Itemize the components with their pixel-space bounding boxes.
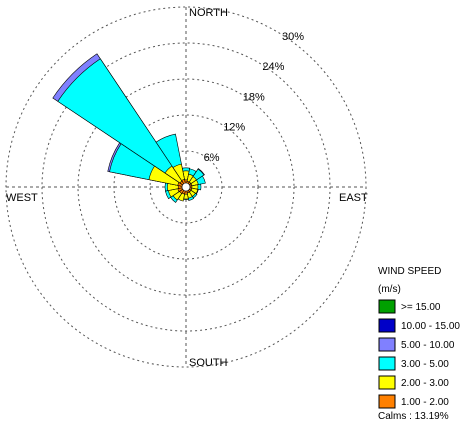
radial-tick-label-18: 18% [243,91,265,103]
legend-units: (m/s) [378,284,401,295]
radial-tick-label-30: 30% [282,31,304,43]
label-layer: NORTH EAST SOUTH WEST 6% 12% 18% 24% 30% [6,7,368,369]
calms-label: Calms : 13.19% [378,411,449,422]
compass-south-label: SOUTH [189,357,228,369]
legend: WIND SPEED (m/s) Calms : 13.19% >= 15.00… [378,266,460,422]
legend-swatch-15-00 [378,299,396,314]
legend-label-1-00-2-00: 1.00 - 2.00 [401,397,449,408]
calm-circle [181,182,191,192]
radial-tick-label-6: 6% [204,152,220,164]
legend-label-2-00-3-00: 2.00 - 3.00 [401,378,449,389]
legend-title: WIND SPEED [378,266,441,277]
legend-swatch-5-00-10-00 [378,337,396,352]
compass-west-label: WEST [6,192,38,204]
compass-east-label: EAST [339,192,368,204]
legend-swatch-10-00-15-00 [378,318,396,333]
legend-label-15-00: >= 15.00 [401,302,441,313]
compass-north-label: NORTH [189,7,228,19]
legend-swatch-3-00-5-00 [378,356,396,371]
radial-tick-label-12: 12% [223,122,245,134]
legend-label-5-00-10-00: 5.00 - 10.00 [401,340,455,351]
legend-swatch-1-00-2-00 [378,394,396,409]
petal-layer [52,53,206,203]
legend-label-10-00-15-00: 10.00 - 15.00 [401,321,460,332]
legend-swatch-2-00-3-00 [378,375,396,390]
legend-label-3-00-5-00: 3.00 - 5.00 [401,359,449,370]
petal-nw-3-00-5-00 [57,58,187,188]
radial-tick-label-24: 24% [262,61,284,73]
